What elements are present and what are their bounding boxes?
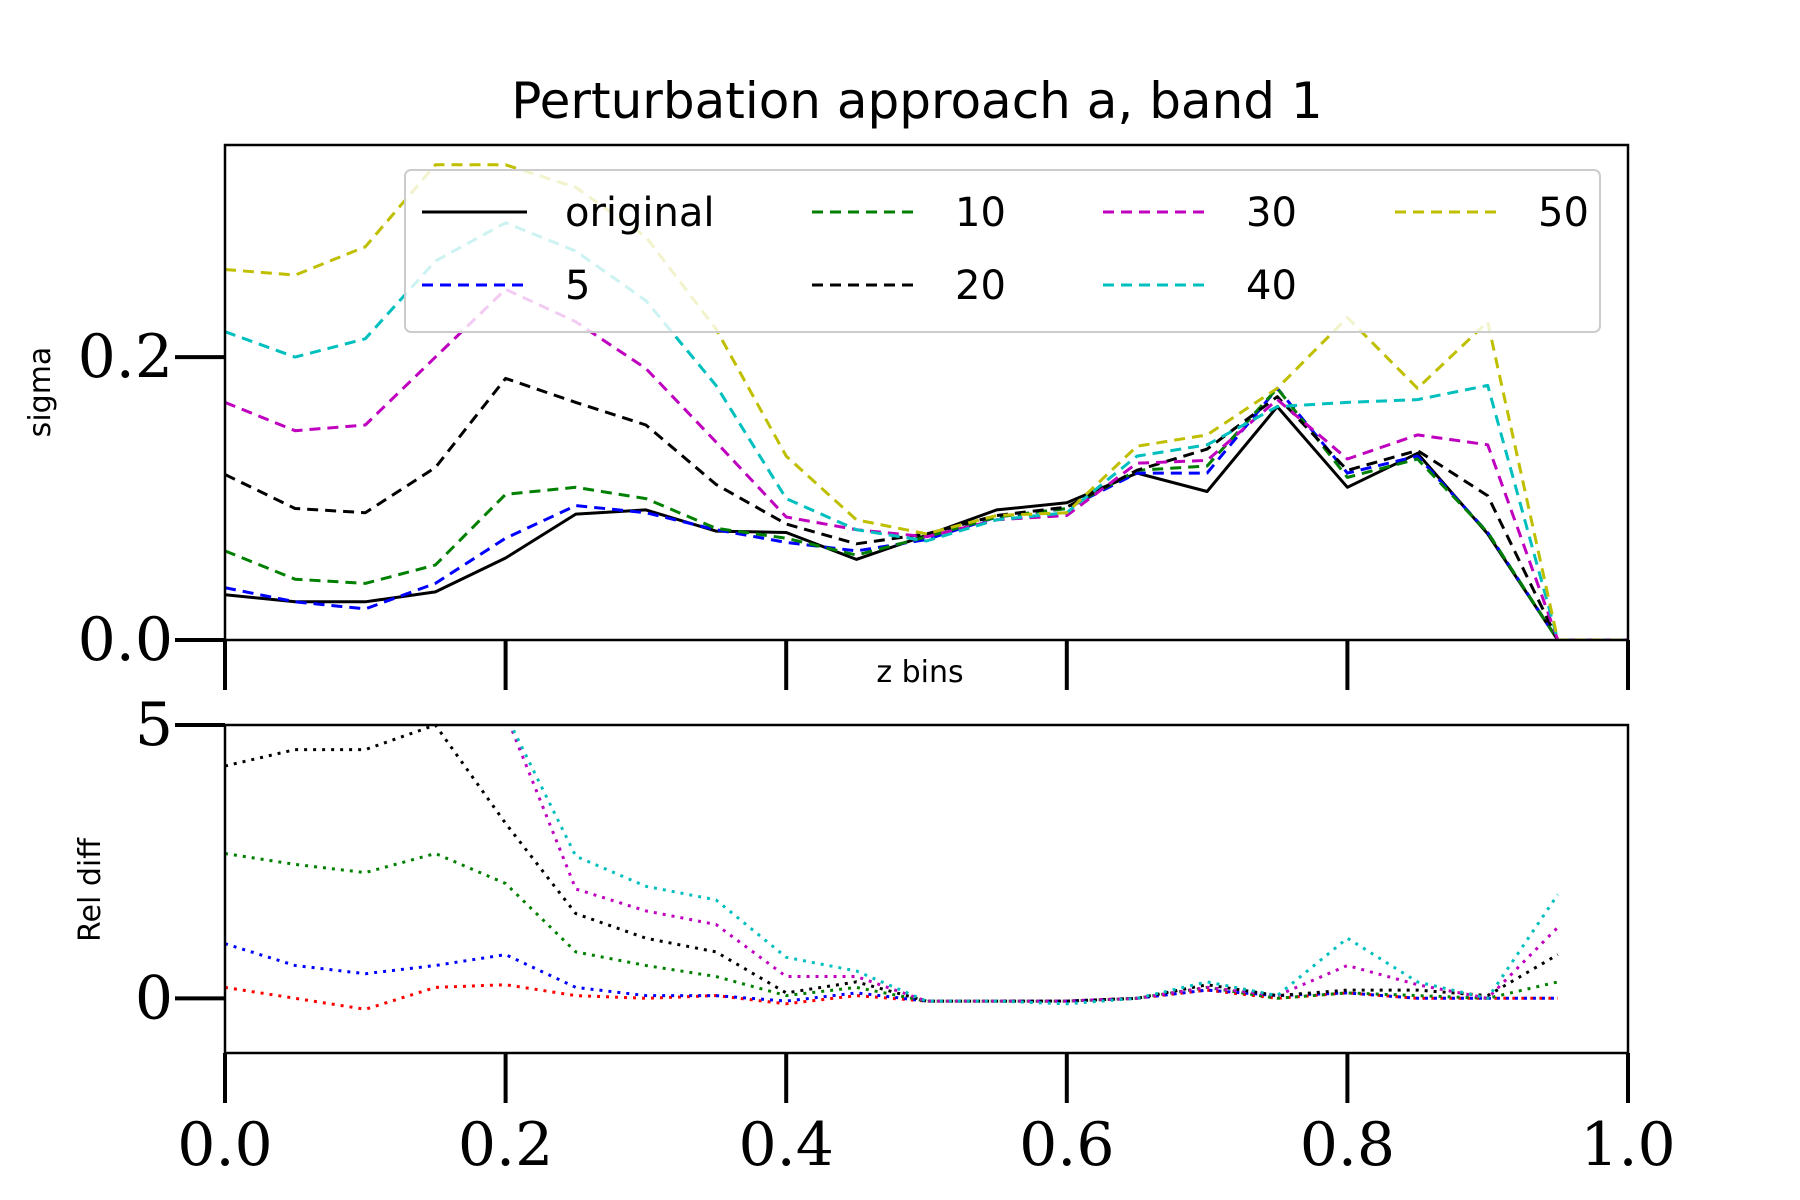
bottom-y-axis-label: Rel diff — [73, 837, 108, 942]
bottom-y-tick-label: 0 — [135, 963, 173, 1033]
top-y-axis-label: sigma — [23, 347, 58, 438]
top-plot-frame — [223, 143, 1630, 642]
bottom-x-tick-label: 1.0 — [1580, 1110, 1675, 1180]
bottom-series-4-line — [508, 725, 1559, 1003]
legend-label-original: original — [565, 190, 715, 236]
top-series-20-line — [225, 376, 1628, 640]
legend-label-40: 40 — [1246, 263, 1297, 309]
bottom-x-tick-label: 0.0 — [177, 1110, 272, 1180]
top-y-tick-label: 0.2 — [78, 322, 173, 392]
top-x-axis-label: z bins — [876, 655, 963, 690]
top-series-50-line — [225, 163, 1628, 640]
legend-label-30: 30 — [1246, 190, 1297, 236]
legend-label-10: 10 — [955, 190, 1006, 236]
top-panel: original 5 10 20 30 40 50 0.0 0.2 sigma z bins — [23, 143, 1630, 690]
bottom-series-3-line — [225, 725, 1559, 1003]
chart-title: Perturbation approach a, band 1 — [511, 72, 1322, 130]
legend-label-50: 50 — [1538, 190, 1589, 236]
legend-label-20: 20 — [955, 263, 1006, 309]
bottom-x-tick-label: 0.8 — [1300, 1110, 1395, 1180]
bottom-series-2-line — [225, 852, 1559, 1003]
bottom-series-5-line — [509, 725, 1560, 1006]
bottom-series-group — [225, 725, 1560, 1011]
bottom-x-tick-label: 0.6 — [1019, 1110, 1114, 1180]
bottom-x-tick-label: 0.2 — [458, 1110, 553, 1180]
legend-label-5: 5 — [565, 263, 590, 309]
top-y-tick-label: 0.0 — [78, 605, 173, 675]
legend-box — [404, 169, 1601, 333]
bottom-y-tick-label: 5 — [135, 690, 173, 760]
top-series-30-line — [225, 287, 1628, 640]
bottom-x-tick-label: 0.4 — [738, 1110, 833, 1180]
bottom-plot-frame — [223, 723, 1630, 1055]
top-axes: 0.0 0.2 — [78, 143, 1630, 690]
top-series-5-line — [225, 386, 1628, 640]
legend: original 5 10 20 30 40 50 — [404, 169, 1601, 333]
bottom-series-1-line — [225, 942, 1558, 1003]
bottom-axes: 0 5 0.0 0.2 0.4 0.6 0.8 1.0 — [135, 690, 1676, 1180]
bottom-series-0-line — [225, 983, 1558, 1011]
bottom-panel: 0 5 0.0 0.2 0.4 0.6 0.8 1.0 Rel diff — [73, 690, 1676, 1180]
